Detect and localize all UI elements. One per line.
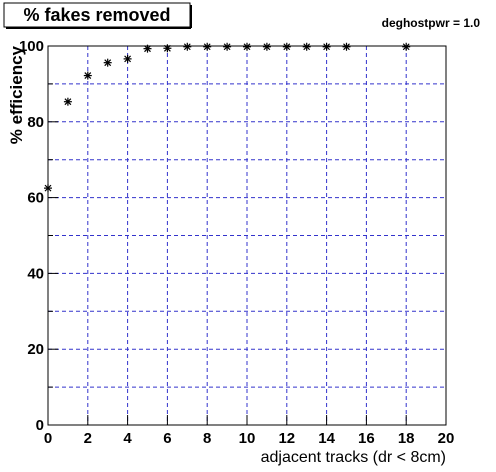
point bbox=[63, 97, 72, 106]
point bbox=[223, 42, 232, 51]
y-tick-label: 80 bbox=[27, 114, 44, 131]
point bbox=[123, 54, 132, 63]
point bbox=[262, 42, 271, 51]
x-tick-label: 8 bbox=[203, 430, 211, 447]
point bbox=[302, 42, 311, 51]
point bbox=[163, 44, 172, 53]
y-tick-label: 60 bbox=[27, 190, 44, 207]
y-tick-label: 20 bbox=[27, 341, 44, 358]
point bbox=[143, 44, 152, 53]
x-tick-label: 20 bbox=[438, 430, 455, 447]
point bbox=[183, 42, 192, 51]
annotation: deghostpwr = 1.0 bbox=[382, 16, 481, 30]
point bbox=[103, 58, 112, 67]
x-tick-label: 2 bbox=[84, 430, 92, 447]
y-tick-label: 40 bbox=[27, 265, 44, 282]
point bbox=[282, 42, 291, 51]
x-tick-label: 12 bbox=[278, 430, 295, 447]
x-axis-label: adjacent tracks (dr < 8cm) bbox=[261, 449, 446, 466]
point bbox=[243, 42, 251, 51]
point bbox=[322, 42, 331, 51]
x-tick-label: 18 bbox=[398, 430, 415, 447]
point bbox=[402, 42, 411, 51]
point bbox=[44, 184, 52, 193]
x-tick-label: 0 bbox=[44, 430, 52, 447]
point bbox=[342, 42, 351, 51]
x-tick-label: 10 bbox=[239, 430, 256, 447]
y-tick-label: 0 bbox=[36, 417, 44, 434]
x-tick-label: 4 bbox=[123, 430, 132, 447]
point bbox=[83, 71, 92, 80]
x-tick-label: 16 bbox=[358, 430, 375, 447]
point bbox=[203, 42, 212, 51]
y-tick-label: 100 bbox=[19, 38, 44, 55]
x-tick-label: 6 bbox=[163, 430, 171, 447]
chart-title: % fakes removed bbox=[23, 5, 170, 25]
y-axis-label: % efficiency bbox=[7, 45, 26, 144]
x-tick-label: 14 bbox=[318, 430, 335, 447]
title-box bbox=[3, 2, 191, 28]
